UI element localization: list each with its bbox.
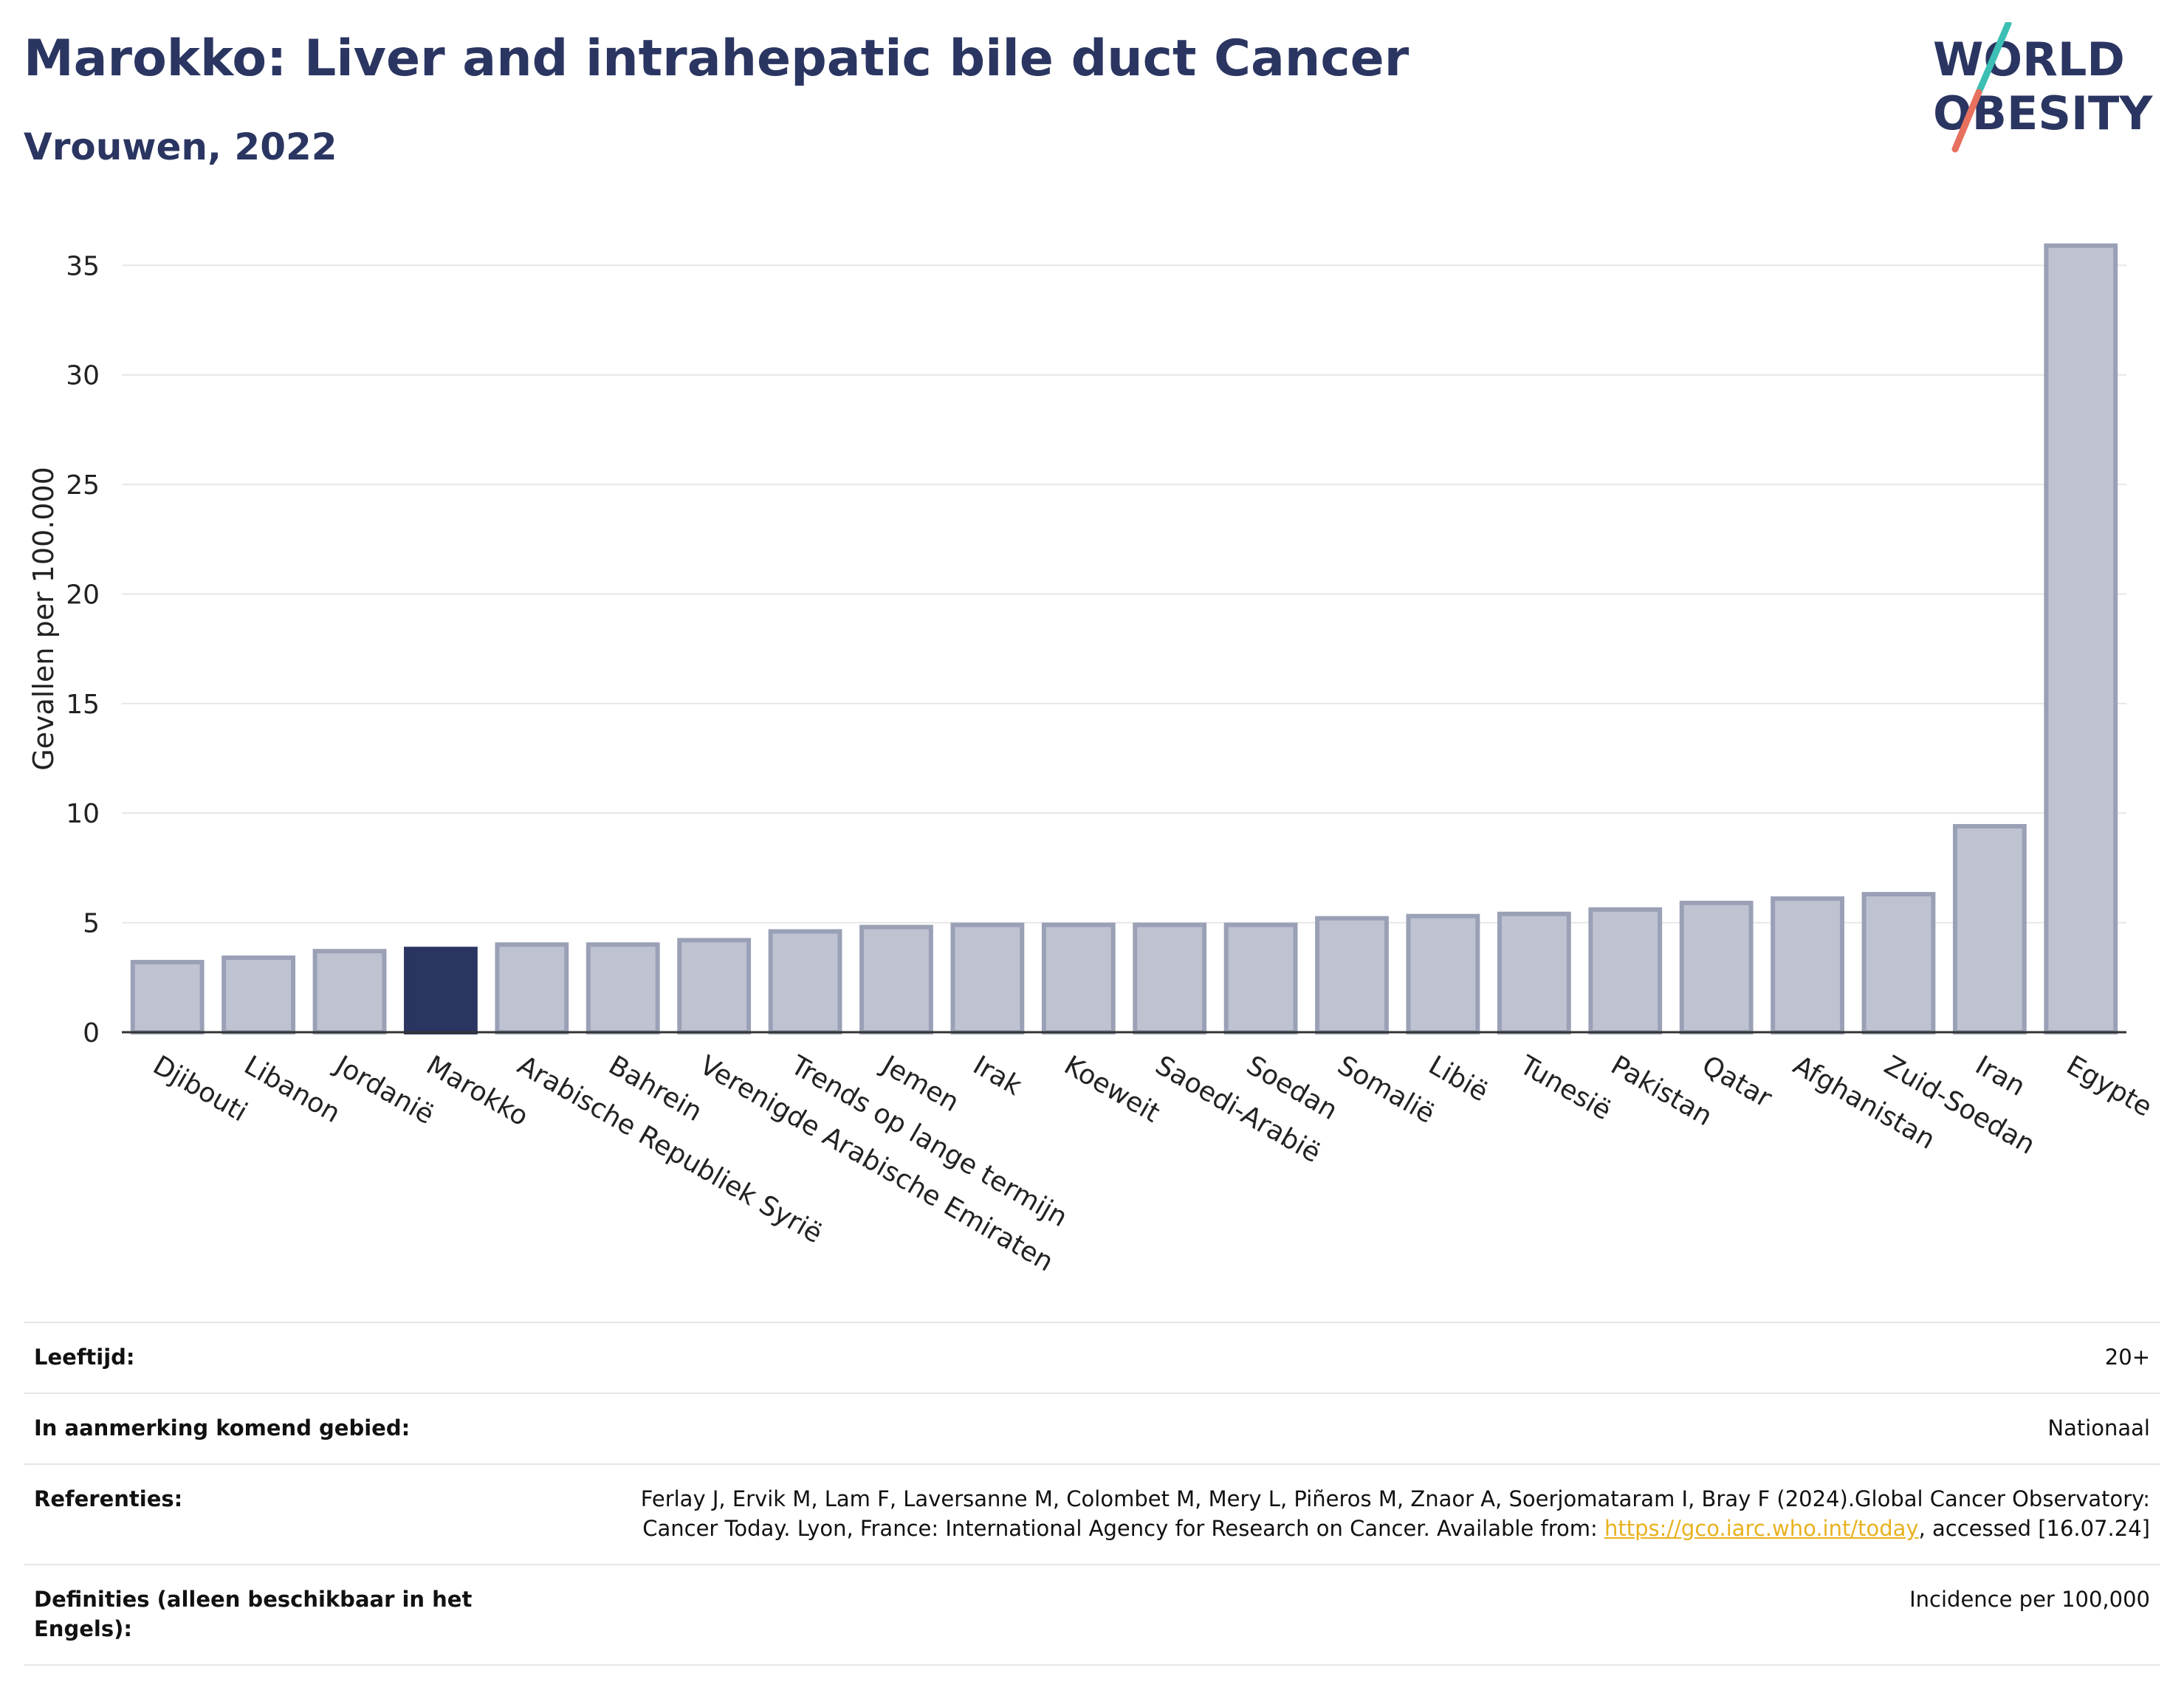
chart-title: Marokko: Liver and intrahepatic bile duc… [24,30,1409,88]
x-tick-label: Iran [1970,1050,2030,1102]
meta-label: Referenties: [34,1486,183,1511]
bar-libi- [1406,913,1480,1034]
meta-value-references: Ferlay J, Ervik M, Lam F, Laversanne M, … [563,1484,2150,1543]
bar-layer [130,243,2118,1035]
x-tick-label: Somalië [1333,1050,1440,1130]
bar-egypte [2044,243,2118,1035]
meta-value: 20+ [2104,1345,2150,1370]
y-tick-label: 20 [66,580,100,610]
reference-accessed: , accessed [16.07.24] [1918,1516,2150,1541]
bar-somali- [1315,916,1389,1035]
bar-jordani- [312,949,387,1034]
logo-text-world: WORLD [1933,32,2125,86]
meta-row-area: In aanmerking komend gebied: Nationaal [24,1393,2160,1463]
bar-jemen [859,924,933,1034]
meta-row-age: Leeftijd: 20+ [24,1322,2160,1393]
y-axis-label: Gevallen per 100.000 [27,467,60,771]
bar-djibouti [130,960,205,1035]
y-tick-label: 25 [66,470,100,501]
y-tick-label: 10 [66,799,100,829]
x-tick-label: Jordanië [329,1049,439,1130]
y-tick-label: 15 [66,690,100,720]
meta-label: Definities (alleen beschikbaar in het En… [34,1587,473,1641]
x-tick-label: Marokko [421,1050,533,1132]
meta-row-references: Referenties: Ferlay J, Ervik M, Lam F, L… [24,1463,2160,1564]
x-tick-label: Irak [968,1050,1027,1102]
bar-koeweit [1041,922,1116,1035]
meta-row-definitions: Definities (alleen beschikbaar in het En… [24,1564,2160,1666]
bar-soedan [1223,922,1298,1035]
bar-iran [1952,824,2027,1035]
reference-text: Ferlay J, Ervik M, Lam F, Laversanne M, … [640,1486,2150,1541]
x-tick-label: Tunesië [1514,1050,1615,1127]
meta-label: Leeftijd: [34,1345,135,1370]
y-tick-label: 30 [66,361,100,391]
logo-slash-red [1951,89,1982,153]
bar-verenigde-arabische-emiraten [677,938,752,1035]
bar-bahrein [586,942,660,1034]
x-tick-label: Egypte [2061,1050,2157,1123]
x-tick-label: Pakistan [1606,1050,1717,1132]
x-tick-label: Djibouti [148,1050,252,1127]
bar-marokko [404,947,478,1034]
logo-slash-teal [1975,22,2012,96]
axis-layer: 0 5 10 15 20 25 30 35 DjiboutiLibanonJordaniëMar… [66,251,2157,1277]
y-tick-label: 35 [66,251,100,281]
bar-libanon [222,955,296,1034]
bar-chart: 0 5 10 15 20 25 30 35 DjiboutiLibanonJordaniëMar… [27,243,2157,1277]
x-tick-label: Libië [1424,1050,1493,1108]
x-tick-label: Koeweit [1059,1050,1164,1128]
bar-zuid-soedan [1861,892,1936,1034]
bar-tunesi- [1497,911,1571,1034]
bar-saoedi-arabi- [1133,922,1207,1035]
bar-qatar [1679,900,1754,1035]
reference-link[interactable]: https://gco.iarc.who.int/today [1604,1516,1919,1541]
y-tick-label: 0 [83,1018,100,1048]
world-obesity-logo: WORLD OBESITY [1933,22,2153,153]
metadata-table: Leeftijd: 20+ In aanmerking komend gebie… [24,1322,2160,1666]
meta-label: In aanmerking komend gebied: [34,1415,411,1441]
chart-subtitle: Vrouwen, 2022 [24,126,337,168]
bar-trends-op-lange-termijn [768,929,842,1035]
grid-layer [122,264,2126,924]
meta-value: Nationaal [2047,1415,2150,1441]
x-tick-label: Libanon [239,1050,346,1129]
bar-afghanistan [1771,896,1844,1035]
bar-arabische-republiek-syri- [495,942,569,1034]
y-tick-label: 5 [83,909,100,939]
bar-irak [950,922,1025,1035]
x-tick-label: Zuid-Soedan [1879,1050,2040,1161]
bar-pakistan [1588,907,1663,1034]
meta-value: Incidence per 100,000 [1909,1587,2150,1612]
